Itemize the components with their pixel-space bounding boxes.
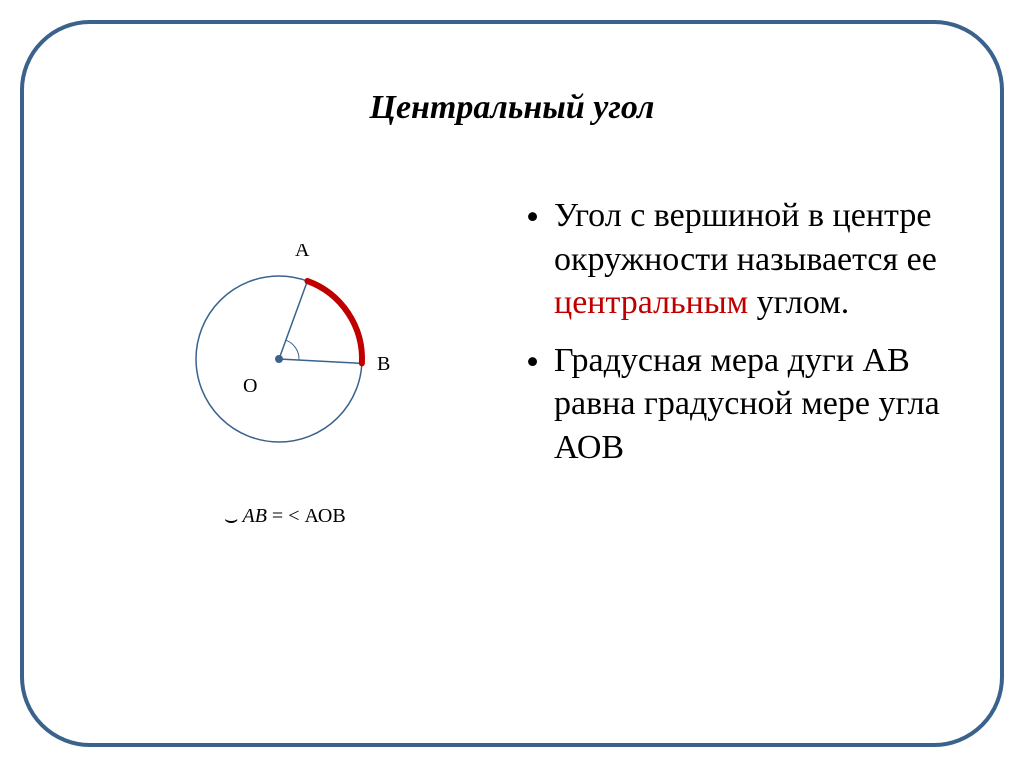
bullet-1-pre: Угол с вершиной в центре окружности назы… [554, 197, 937, 278]
svg-text:О: О [243, 375, 257, 397]
svg-text:А: А [295, 244, 310, 261]
bullet-2-pre: Градусная мера дуги АВ равна градусной м… [554, 342, 940, 466]
arc-equation: ⌣AB = < АОВ [224, 502, 346, 528]
arc-ab: AB [242, 505, 266, 527]
slide-title: Центральный угол [24, 89, 1000, 127]
slide-frame: Центральный угол Угол с вершиной в центр… [20, 20, 1004, 747]
circle-diagram: А В О [139, 244, 439, 484]
svg-text:В: В [377, 353, 390, 375]
arc-symbol-icon: ⌣ [224, 506, 238, 532]
bullet-1-highlight: центральным [554, 284, 748, 321]
arc-eq-right: = < АОВ [267, 505, 346, 527]
bullet-1-post: углом. [748, 284, 849, 321]
diagram-area: А В О ⌣AB = < АОВ [139, 244, 439, 584]
bullet-item-1: Угол с вершиной в центре окружности назы… [524, 194, 964, 325]
bullet-item-2: Градусная мера дуги АВ равна градусной м… [524, 339, 964, 470]
bullet-list: Угол с вершиной в центре окружности назы… [524, 194, 964, 483]
